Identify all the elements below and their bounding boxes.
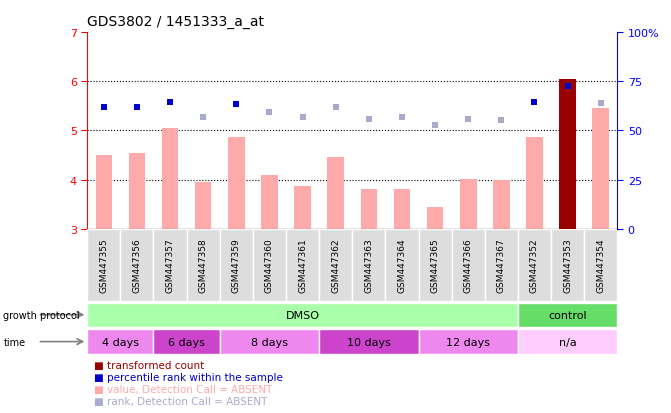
Text: 6 days: 6 days (168, 337, 205, 347)
FancyBboxPatch shape (419, 330, 518, 354)
FancyBboxPatch shape (87, 229, 120, 301)
Bar (427, 207, 444, 229)
Text: ■ percentile rank within the sample: ■ percentile rank within the sample (94, 372, 282, 382)
FancyBboxPatch shape (584, 229, 617, 301)
Text: 10 days: 10 days (347, 337, 391, 347)
FancyBboxPatch shape (319, 330, 419, 354)
Text: GSM447358: GSM447358 (199, 238, 208, 293)
Bar (394, 190, 410, 229)
FancyBboxPatch shape (187, 229, 220, 301)
Bar (526, 138, 543, 229)
FancyBboxPatch shape (220, 229, 253, 301)
Bar (460, 179, 476, 229)
Text: GSM447362: GSM447362 (331, 238, 340, 292)
FancyBboxPatch shape (120, 229, 154, 301)
FancyBboxPatch shape (518, 303, 617, 327)
FancyBboxPatch shape (385, 229, 419, 301)
FancyBboxPatch shape (319, 229, 352, 301)
Text: time: time (3, 337, 25, 347)
Text: control: control (548, 310, 587, 320)
Bar (228, 138, 245, 229)
Text: GSM447352: GSM447352 (530, 238, 539, 292)
Text: GSM447356: GSM447356 (132, 238, 142, 293)
Bar (592, 109, 609, 229)
FancyBboxPatch shape (419, 229, 452, 301)
Bar (560, 80, 576, 229)
FancyBboxPatch shape (452, 229, 485, 301)
FancyBboxPatch shape (87, 303, 518, 327)
Bar (162, 129, 178, 229)
Text: GSM447366: GSM447366 (464, 238, 473, 293)
FancyBboxPatch shape (154, 330, 220, 354)
Text: GSM447361: GSM447361 (298, 238, 307, 293)
Text: GSM447355: GSM447355 (99, 238, 108, 293)
Bar (295, 187, 311, 229)
Text: 4 days: 4 days (102, 337, 139, 347)
Text: growth protocol: growth protocol (3, 310, 80, 320)
Text: DMSO: DMSO (286, 310, 319, 320)
Text: GSM447365: GSM447365 (431, 238, 440, 293)
FancyBboxPatch shape (154, 229, 187, 301)
Text: GDS3802 / 1451333_a_at: GDS3802 / 1451333_a_at (87, 15, 264, 29)
FancyBboxPatch shape (518, 330, 617, 354)
Text: ■ rank, Detection Call = ABSENT: ■ rank, Detection Call = ABSENT (94, 396, 267, 406)
Text: GSM447367: GSM447367 (497, 238, 506, 293)
Text: 8 days: 8 days (251, 337, 288, 347)
Bar (195, 183, 211, 229)
Text: GSM447353: GSM447353 (563, 238, 572, 293)
FancyBboxPatch shape (352, 229, 385, 301)
FancyBboxPatch shape (253, 229, 286, 301)
Bar (95, 156, 112, 229)
Bar (493, 180, 510, 229)
Text: GSM447363: GSM447363 (364, 238, 373, 293)
FancyBboxPatch shape (485, 229, 518, 301)
FancyBboxPatch shape (87, 330, 154, 354)
FancyBboxPatch shape (220, 330, 319, 354)
Text: n/a: n/a (559, 337, 576, 347)
Text: GSM447359: GSM447359 (231, 238, 241, 293)
FancyBboxPatch shape (551, 229, 584, 301)
Bar (360, 190, 377, 229)
Bar (129, 153, 145, 229)
FancyBboxPatch shape (286, 229, 319, 301)
FancyBboxPatch shape (518, 229, 551, 301)
Bar (261, 175, 278, 229)
Text: ■ transformed count: ■ transformed count (94, 360, 204, 370)
Text: GSM447360: GSM447360 (265, 238, 274, 293)
Text: GSM447364: GSM447364 (397, 238, 407, 292)
Text: ■ value, Detection Call = ABSENT: ■ value, Detection Call = ABSENT (94, 384, 272, 394)
Text: GSM447357: GSM447357 (166, 238, 174, 293)
Text: 12 days: 12 days (446, 337, 491, 347)
Text: GSM447354: GSM447354 (597, 238, 605, 292)
Bar (327, 157, 344, 229)
